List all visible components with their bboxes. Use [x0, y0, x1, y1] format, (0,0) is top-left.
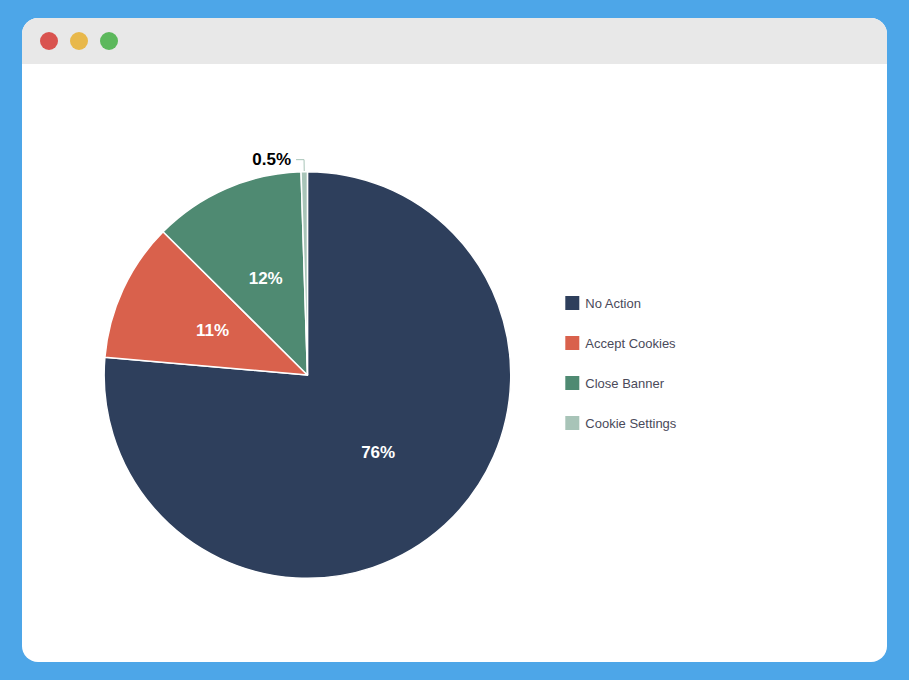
svg-text:Cookie Settings: Cookie Settings	[585, 416, 677, 431]
svg-text:12%: 12%	[249, 269, 283, 288]
svg-text:Accept Cookies: Accept Cookies	[585, 336, 676, 351]
svg-text:0.5%: 0.5%	[252, 150, 291, 169]
svg-text:11%: 11%	[196, 321, 229, 340]
svg-text:76%: 76%	[361, 443, 395, 462]
svg-text:Close Banner: Close Banner	[585, 376, 664, 391]
svg-text:No Action: No Action	[585, 296, 641, 311]
